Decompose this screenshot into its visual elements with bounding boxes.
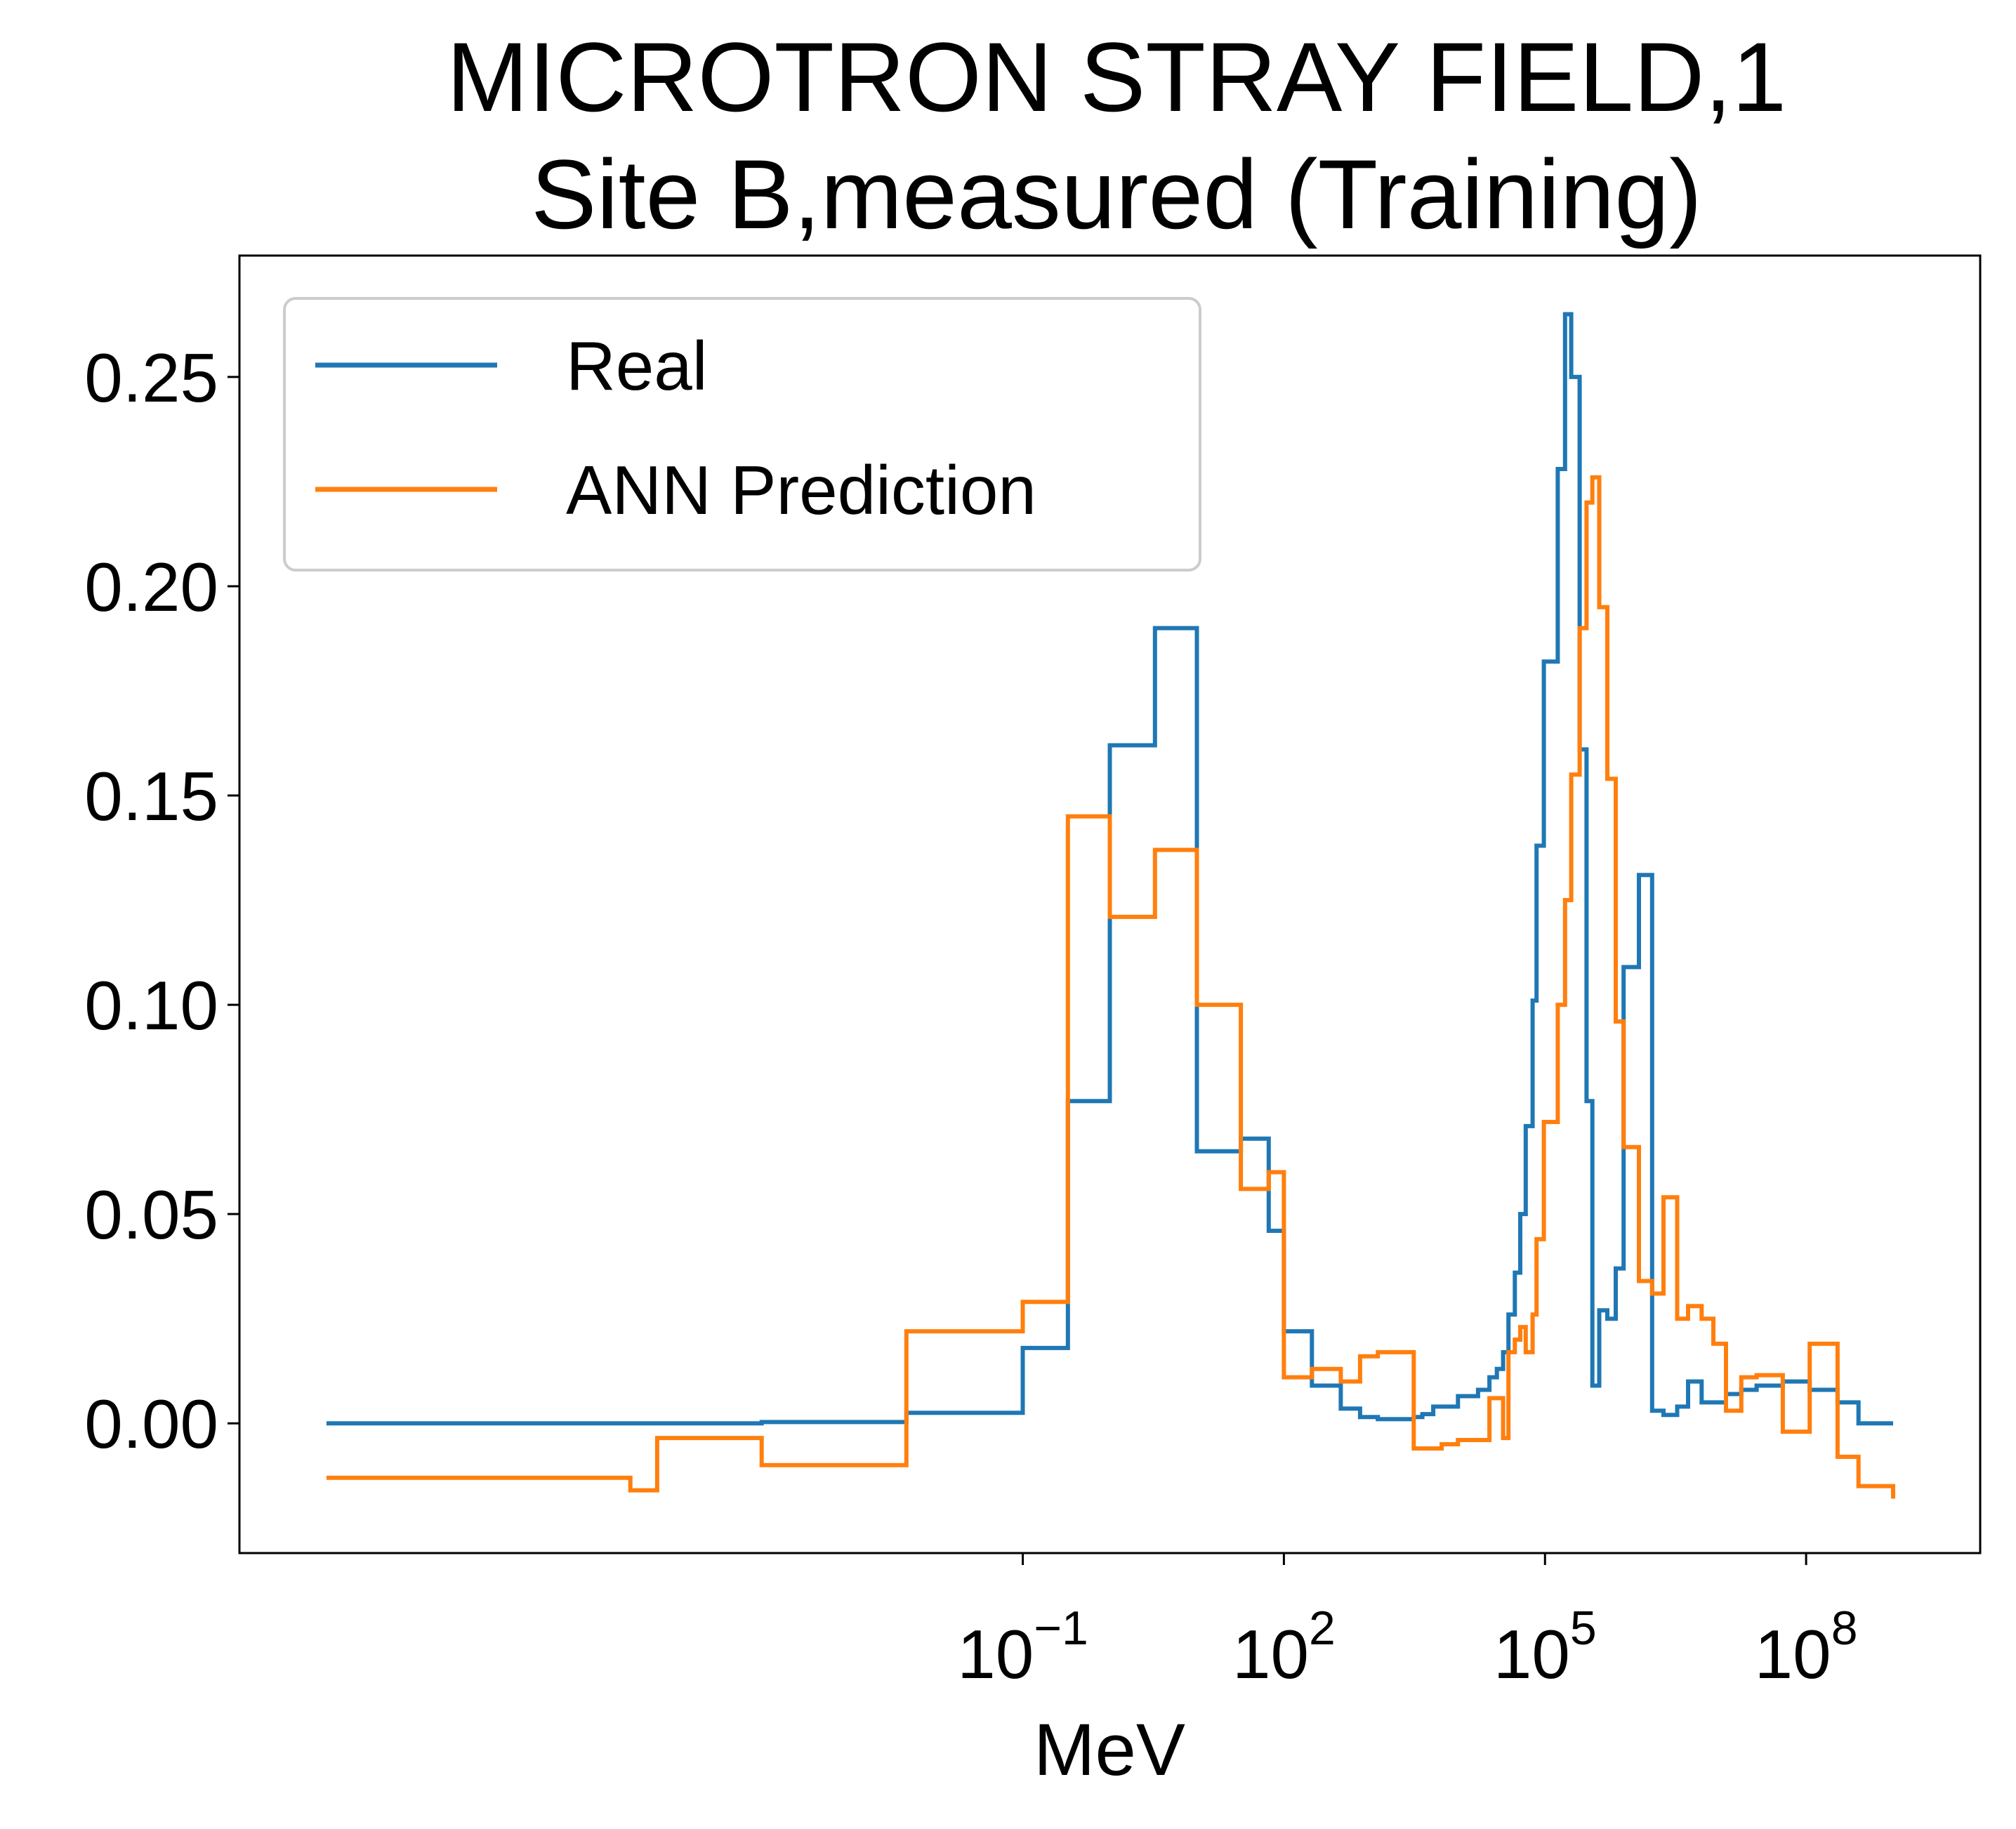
legend-label-ann-prediction: ANN Prediction (566, 451, 1036, 529)
y-tick-label: 0.10 (84, 967, 218, 1044)
series-line-real (326, 312, 1893, 1426)
x-axis: 10−1 102 105 108 (957, 1553, 1858, 1693)
y-tick-label: 0.25 (84, 339, 218, 416)
x-tick-label: 105 (1494, 1602, 1597, 1693)
x-tick-label: 10−1 (957, 1602, 1088, 1693)
x-axis-label: MeV (1034, 1709, 1185, 1791)
legend: Real ANN Prediction (283, 297, 1201, 572)
y-axis: 0.00 0.05 0.10 0.15 0.20 0.25 (84, 339, 239, 1462)
y-tick-label: 0.05 (84, 1176, 218, 1253)
x-tick-label: 102 (1232, 1602, 1336, 1693)
legend-box (283, 297, 1201, 572)
plot-area-frame (238, 254, 1982, 1554)
chart-subtitle: Site B,measured (Training) (531, 139, 1702, 249)
y-tick-label: 0.20 (84, 548, 218, 626)
x-tick-label: 108 (1755, 1602, 1858, 1693)
chart-title: MICROTRON STRAY FIELD,1 (447, 22, 1786, 132)
series-layer (326, 312, 1895, 1499)
y-tick-label: 0.15 (84, 758, 218, 835)
series-line-ann-prediction (326, 475, 1895, 1499)
legend-label-real: Real (566, 327, 708, 404)
y-tick-label: 0.00 (84, 1385, 218, 1462)
